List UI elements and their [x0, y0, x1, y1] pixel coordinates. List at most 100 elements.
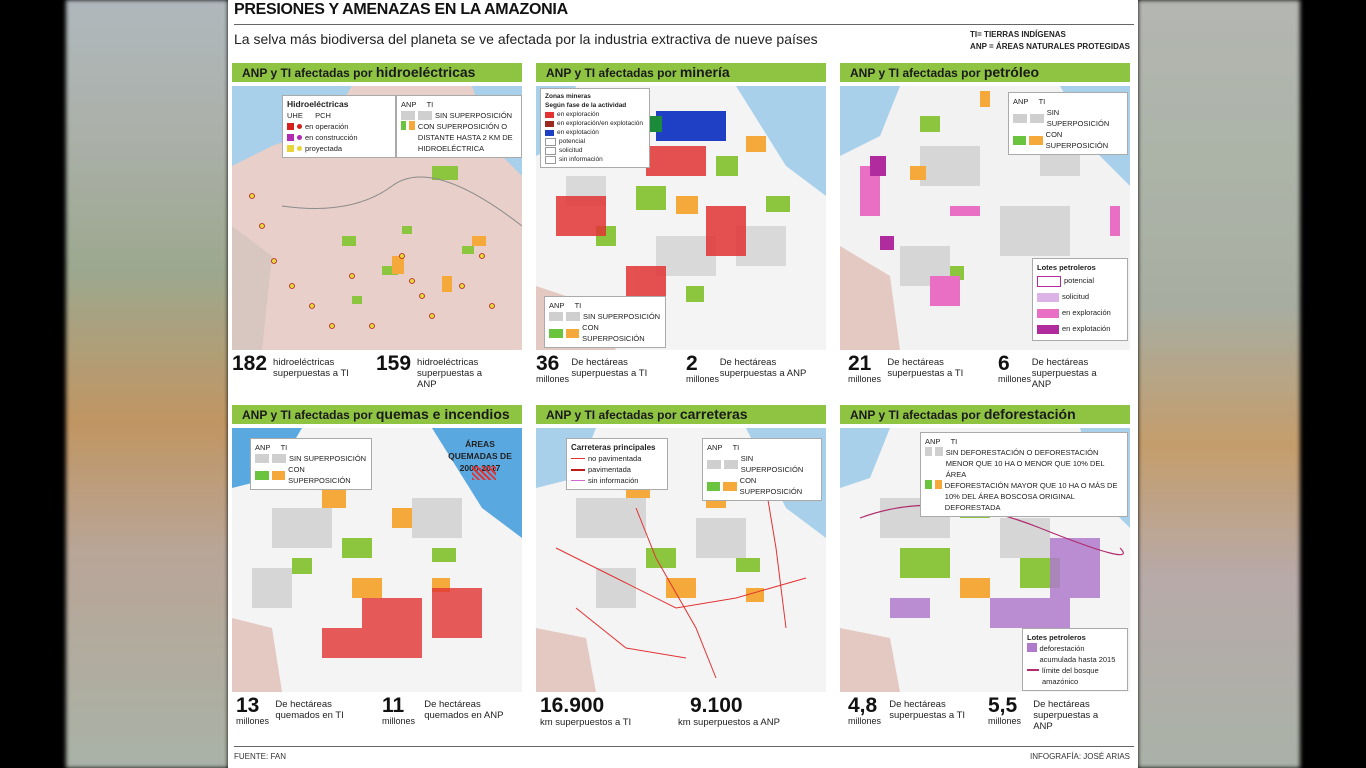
legend-title: Zonas mineras [545, 93, 591, 100]
stat-description: hidroeléctricas superpuestas a ANP [417, 357, 483, 390]
legend-title: Carreteras principales [571, 443, 656, 452]
burned-areas-swatch [472, 466, 496, 480]
legend-row: en operación [287, 121, 391, 132]
legend-label: pavimentada [588, 465, 631, 474]
legend-swatch [1013, 113, 1027, 123]
stat-value: 182 [232, 352, 268, 375]
legend-swatch [1037, 292, 1059, 302]
legend-swatch [287, 123, 294, 130]
legend-swatch [571, 458, 585, 459]
stat-value: 9.100 [690, 694, 743, 717]
legend-row: límite del bosque amazónico [1027, 665, 1123, 687]
stat: 182 hidroeléctricas superpuestas a TI [232, 352, 353, 380]
legend-label: SIN SUPERPOSICIÓN [1046, 108, 1110, 128]
stat-unit: millones [382, 716, 416, 726]
legend-row: en explotación [1037, 321, 1123, 337]
legend-label: en exploración/en explotación [557, 120, 644, 127]
legend-row: solicitud [1037, 289, 1123, 305]
legend-label: solicitud [559, 147, 583, 154]
legend-swatch [545, 120, 554, 127]
legend-row: DEFORESTACIÓN MAYOR QUE 10 HA O MÁS DE 1… [925, 480, 1123, 513]
legend-row: potencial [545, 137, 645, 146]
stat-unit: millones [686, 374, 720, 384]
footer-rule [234, 746, 1134, 747]
legend-label: sin información [559, 156, 603, 163]
legend-label: sin información [588, 476, 639, 485]
source-label: FUENTE: FAN [234, 752, 287, 761]
stat-description: De hectáreas superpuestas a TI [887, 357, 964, 379]
panel-stats: 16.900 km superpuestos a TI 9.100 km super… [536, 695, 826, 735]
panel-prefix: ANP y TI afectadas por [850, 408, 981, 422]
legend-swatch [707, 481, 721, 491]
page-subtitle: La selva más biodiversa del planeta se v… [234, 31, 818, 47]
legend-label: proyectada [305, 144, 343, 153]
stat-description: De hectáreas superpuestas a TI [571, 357, 648, 379]
map-petroleo: ANP TI SIN SUPERPOSICIÓN CON SUPERPOSICI… [840, 86, 1130, 350]
stat-description: De hectáreas quemados en TI [275, 699, 344, 721]
legend-ti: TI [1038, 97, 1046, 106]
legend-row: SIN DEFORESTACIÓN O DEFORESTACIÓN MENOR … [925, 447, 1123, 480]
legend-title: Hidroeléctricas [287, 99, 349, 109]
legend-swatch [401, 111, 415, 120]
stat-value: 21 [848, 352, 872, 375]
stat-unit: millones [536, 374, 570, 384]
deforestation-legend: Lotes petroleros deforestación acumulada… [1022, 628, 1128, 691]
panel-topic: quemas e incendios [375, 406, 510, 422]
overlap-legend: ANP TI SIN SUPERPOSICIÓN CON SUPERPOSICI… [250, 438, 372, 490]
legend-swatch [418, 111, 432, 120]
legend-row: solicitud [545, 146, 645, 155]
panel-petroleo: ANP y TI afectadas por petróleo ANP TI S… [840, 63, 1130, 393]
legend-label: en explotación [1062, 324, 1111, 333]
stat-description: De hectáreas superpuestas a TI [889, 699, 966, 721]
legend-swatch [723, 481, 737, 491]
legend-title: Lotes petroleros [1027, 633, 1086, 642]
legend-swatch [545, 137, 556, 146]
legend-ti: TI [280, 443, 288, 452]
abbr-ti: TI= TIERRAS INDÍGENAS [970, 30, 1066, 39]
panel-prefix: ANP y TI afectadas por [546, 66, 677, 80]
legend-swatch [566, 312, 580, 321]
legend-row: SIN SUPERPOSICIÓN [255, 453, 367, 464]
legend-row: potencial [1037, 273, 1123, 289]
legend-row: no pavimentada [571, 453, 663, 464]
legend-label: CON SUPERPOSICIÓN O DISTANTE HASTA 2 KM … [417, 122, 513, 153]
legend-swatch [287, 145, 294, 152]
legend-anp: ANP [549, 301, 565, 310]
stat-value: 2 [686, 352, 698, 375]
panel-deforestacion: ANP y TI afectadas por deforestación ANP… [840, 405, 1130, 735]
map-mineria: Zonas mineras Según fase de la actividad… [536, 86, 826, 350]
panel-topic: minería [679, 64, 730, 80]
panel-prefix: ANP y TI afectadas por [242, 66, 373, 80]
legend-row: SIN SUPERPOSICIÓN [401, 110, 517, 121]
legend-swatch [1037, 308, 1059, 318]
stat-description: De hectáreas superpuestas a ANP [719, 357, 807, 379]
panel-header: ANP y TI afectadas por carreteras [536, 405, 826, 424]
stat: 6 millones De hectáreas superpuestas a ANP [998, 353, 1112, 391]
legend-row: en exploración/en explotación [545, 119, 645, 128]
panel-topic: carreteras [679, 406, 748, 422]
stat-description: hidroeléctricas superpuestas a TI [273, 357, 349, 379]
legend-swatch [545, 146, 556, 155]
legend-label: solicitud [1062, 292, 1090, 301]
legend-label: SIN SUPERPOSICIÓN [289, 454, 367, 463]
legend-ti: TI [574, 301, 582, 310]
legend-subtitle: Según fase de la actividad [545, 102, 627, 109]
legend-header: ANP TI [707, 442, 817, 453]
hidro-type-legend: Hidroeléctricas UHE PCH en operación en … [282, 95, 396, 158]
legend-header: ANP TI [401, 99, 517, 110]
legend-swatch [1013, 135, 1027, 145]
overlap-legend: ANP TI SIN SUPERPOSICIÓN CON SUPERPOSICI… [702, 438, 822, 501]
legend-swatch [925, 447, 933, 456]
panel-prefix: ANP y TI afectadas por [242, 408, 373, 422]
legend-label: CON SUPERPOSICIÓN [288, 465, 351, 485]
panel-topic: deforestación [983, 406, 1076, 422]
stat-value: 4,8 [848, 694, 878, 717]
legend-swatch [1027, 669, 1039, 671]
legend-row: SIN SUPERPOSICIÓN [1013, 107, 1123, 129]
legend-row: sin información [571, 475, 663, 486]
legend-label: en exploración [557, 111, 600, 118]
stat-unit: millones [236, 716, 270, 726]
credit-label: INFOGRAFÍA: JOSÉ ARIAS [1029, 752, 1130, 761]
legend-row: CON SUPERPOSICIÓN [255, 464, 367, 486]
legend-row: en construcción [287, 132, 391, 143]
